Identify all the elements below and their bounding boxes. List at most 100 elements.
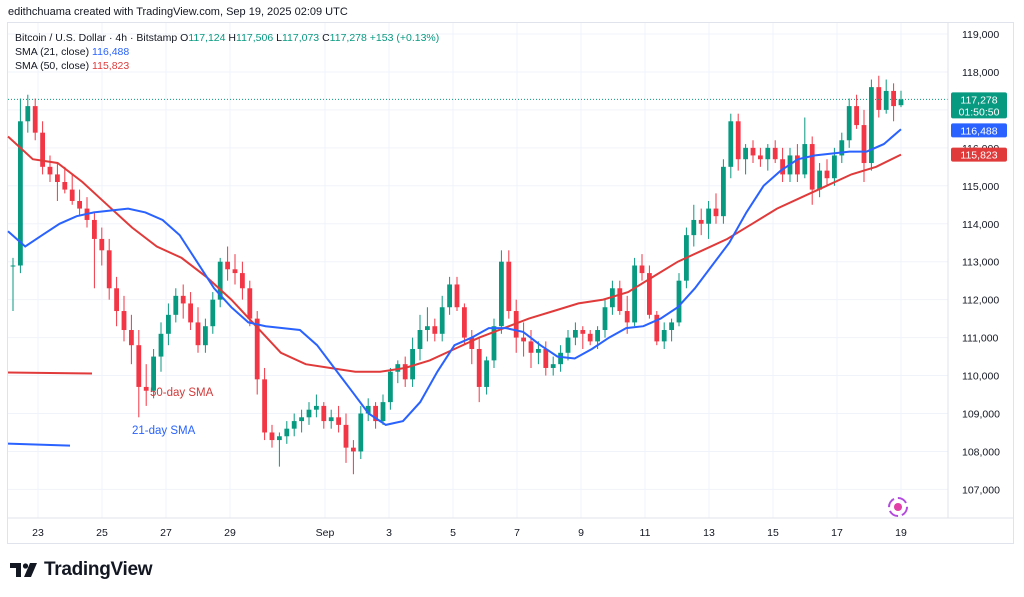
candle-body bbox=[425, 326, 430, 331]
candle bbox=[558, 345, 563, 372]
x-tick-label: Sep bbox=[316, 527, 335, 539]
candle bbox=[706, 200, 711, 239]
candle bbox=[721, 159, 726, 224]
candle bbox=[284, 421, 290, 444]
candle bbox=[543, 341, 549, 376]
candle-body bbox=[735, 121, 741, 160]
candle-body bbox=[388, 371, 393, 403]
legend-ohlc-row: Bitcoin / U.S. Dollar · 4h · Bitstamp O 1… bbox=[15, 31, 439, 45]
candle-body bbox=[765, 147, 771, 160]
candle bbox=[136, 330, 142, 418]
candle-body bbox=[550, 364, 556, 368]
candle bbox=[351, 440, 356, 475]
candle bbox=[425, 307, 430, 342]
candle-body bbox=[365, 405, 371, 414]
candle-body bbox=[92, 219, 97, 239]
y-tick-label: 107,000 bbox=[962, 484, 1000, 496]
low-value: 117,073 bbox=[281, 32, 320, 44]
x-tick-label: 19 bbox=[895, 527, 907, 539]
candle-body bbox=[306, 409, 312, 418]
candle-body bbox=[55, 174, 60, 183]
candle bbox=[402, 356, 408, 387]
candle-body bbox=[565, 337, 571, 353]
x-tick-label: 3 bbox=[386, 527, 392, 539]
candle bbox=[743, 144, 748, 175]
candle bbox=[232, 254, 238, 285]
candle-body bbox=[595, 330, 600, 342]
y-tick-label: 115,000 bbox=[962, 181, 999, 193]
candle bbox=[469, 330, 475, 365]
candle-body bbox=[77, 200, 82, 209]
x-tick-label: 9 bbox=[578, 527, 584, 539]
candle-body bbox=[846, 106, 852, 141]
tradingview-wordmark: TradingView bbox=[44, 559, 153, 580]
candle-body bbox=[521, 337, 526, 342]
close-label: C bbox=[322, 32, 330, 44]
candle bbox=[817, 163, 822, 198]
candle bbox=[869, 79, 874, 171]
candle-body bbox=[299, 417, 304, 422]
last-price-badge-text: 01:50:50 bbox=[959, 106, 1000, 118]
candle-body bbox=[706, 208, 711, 224]
candle-body bbox=[824, 170, 830, 179]
candle bbox=[158, 322, 164, 372]
y-tick-label: 119,000 bbox=[962, 29, 999, 41]
symbol-label[interactable]: Bitcoin / U.S. Dollar · 4h · Bitstamp bbox=[15, 32, 178, 44]
candle-body bbox=[743, 147, 748, 160]
candle-body bbox=[262, 379, 267, 433]
candle bbox=[262, 367, 267, 441]
legend-sma21-row[interactable]: SMA (21, close) 116,488 bbox=[15, 45, 439, 59]
candle bbox=[18, 98, 23, 274]
candle bbox=[484, 356, 489, 395]
candle-body bbox=[795, 155, 800, 175]
close-value: 117,278 bbox=[329, 32, 367, 44]
candle bbox=[106, 238, 112, 300]
candle-body bbox=[143, 386, 149, 391]
chart-legend: Bitcoin / U.S. Dollar · 4h · Bitstamp O 1… bbox=[15, 31, 439, 73]
candle-body bbox=[151, 356, 156, 391]
candle bbox=[573, 322, 578, 346]
candle bbox=[462, 303, 467, 346]
candle bbox=[891, 83, 896, 122]
candle bbox=[647, 265, 652, 319]
candle bbox=[395, 360, 401, 384]
candle-body bbox=[203, 326, 208, 346]
candle bbox=[240, 261, 245, 300]
candle-body bbox=[18, 121, 23, 266]
y-tick-label: 111,000 bbox=[962, 333, 999, 345]
emoji-flag-icon[interactable] bbox=[888, 497, 908, 517]
candle-body bbox=[891, 90, 896, 107]
candle-body bbox=[136, 345, 142, 387]
candle-body bbox=[291, 421, 297, 429]
legend-sma50-row[interactable]: SMA (50, close) 115,823 bbox=[15, 59, 439, 73]
candle-body bbox=[106, 250, 112, 289]
candle bbox=[513, 299, 519, 353]
candle bbox=[410, 337, 415, 387]
candle-body bbox=[469, 337, 475, 349]
sma50-value: 115,823 bbox=[92, 60, 130, 72]
candle bbox=[795, 144, 800, 183]
candle-body bbox=[373, 405, 378, 422]
open-label: O bbox=[180, 32, 189, 44]
sma21-label: SMA (21, close) bbox=[15, 46, 90, 58]
candle bbox=[883, 79, 889, 114]
candle-body bbox=[62, 182, 68, 190]
x-tick-label: 17 bbox=[831, 527, 843, 539]
candle bbox=[210, 292, 216, 334]
candle bbox=[225, 246, 230, 281]
y-tick-label: 108,000 bbox=[962, 446, 1000, 458]
candle-body bbox=[602, 307, 608, 331]
candle-body bbox=[809, 144, 815, 190]
x-tick-label: 7 bbox=[514, 527, 520, 539]
sma50-badge-text: 115,823 bbox=[960, 150, 997, 162]
candle bbox=[195, 307, 201, 353]
candle-body bbox=[772, 147, 778, 160]
candle-body bbox=[721, 166, 726, 217]
candle-body bbox=[491, 326, 497, 361]
sma50-line bbox=[7, 135, 902, 373]
candle-body bbox=[758, 155, 763, 160]
chart-frame[interactable] bbox=[7, 22, 1014, 544]
candle-body bbox=[506, 261, 512, 312]
tradingview-logo[interactable]: TradingView bbox=[10, 559, 153, 581]
